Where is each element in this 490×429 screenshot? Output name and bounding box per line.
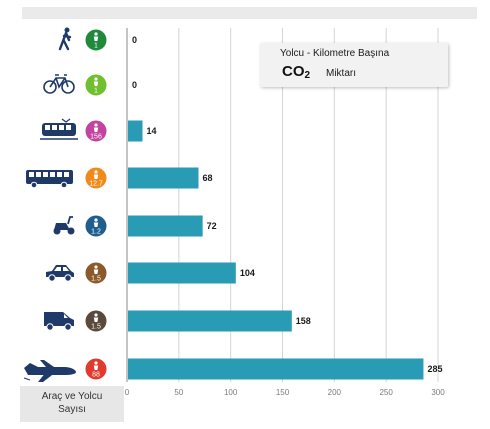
x-tick-label: 250	[379, 388, 393, 397]
bar	[128, 358, 424, 380]
bar-value-label: 14	[147, 126, 157, 136]
person-icon	[94, 313, 98, 317]
passenger-count: 88	[92, 372, 100, 379]
passenger-badge: 1.5	[84, 261, 108, 285]
passenger-count: 1	[94, 88, 98, 95]
bar-value-label: 0	[132, 35, 137, 45]
van-icon	[44, 312, 74, 331]
bar-value-label: 104	[240, 268, 255, 278]
person-icon	[94, 123, 98, 127]
x-tick-label: 50	[174, 388, 183, 397]
passenger-count: 1.5	[91, 324, 101, 331]
bar	[128, 120, 143, 142]
passenger-badge: 1.5	[84, 309, 108, 333]
person-icon	[94, 265, 98, 269]
person-icon	[94, 218, 98, 222]
bar	[128, 262, 236, 284]
person-icon	[94, 361, 98, 365]
bar-value-label: 158	[296, 316, 311, 326]
passenger-count: 12.7	[89, 181, 103, 188]
bar	[128, 310, 292, 332]
x-tick-label: 300	[431, 388, 445, 397]
passenger-count: 156	[90, 134, 102, 141]
chart-title-co2: CO2	[282, 63, 310, 81]
passenger-badge: 1	[84, 28, 108, 52]
co2-subscript: 2	[304, 70, 311, 81]
x-tick-label: 150	[276, 388, 290, 397]
passenger-badge: 156	[84, 119, 108, 143]
chart-title-line2: Miktarı	[326, 68, 356, 79]
person-icon	[94, 32, 98, 36]
legend-label-box: Araç ve Yolcu Sayısı	[20, 386, 124, 422]
legend-line1: Araç ve Yolcu	[41, 391, 103, 402]
x-tick-label: 0	[125, 388, 130, 397]
pedestrian-icon	[58, 27, 72, 51]
passenger-count: 1.2	[91, 229, 101, 236]
chart-title-line1: Yolcu - Kilometre Başına	[280, 48, 390, 59]
passenger-badge: 1.2	[84, 214, 108, 238]
bar-value-label: 0	[132, 80, 137, 90]
car-icon	[46, 265, 74, 282]
bar-value-label: 68	[202, 173, 212, 183]
x-tick-label: 100	[224, 388, 238, 397]
bus-icon	[26, 170, 73, 189]
person-icon	[94, 170, 98, 174]
scooter-icon	[53, 216, 75, 235]
passenger-badge: 12.7	[84, 166, 108, 190]
passenger-badge: 88	[84, 357, 108, 381]
person-icon	[94, 77, 98, 81]
passenger-badge: 1	[84, 73, 108, 97]
bar	[128, 167, 199, 189]
top-band	[22, 7, 477, 19]
bar-value-label: 72	[207, 221, 217, 231]
co-text: CO	[282, 63, 305, 80]
airplane-icon	[23, 360, 76, 382]
passenger-count: 1.5	[91, 276, 101, 283]
chart-title-box: Yolcu - Kilometre Başına CO2 Miktarı	[260, 43, 448, 87]
bicycle-icon	[43, 74, 75, 94]
passenger-count: 1	[94, 43, 98, 50]
bar	[128, 215, 203, 237]
tram-icon	[40, 118, 78, 140]
bar-value-label: 285	[427, 364, 442, 374]
x-tick-label: 200	[328, 388, 342, 397]
legend-line2: Sayısı	[58, 404, 86, 415]
